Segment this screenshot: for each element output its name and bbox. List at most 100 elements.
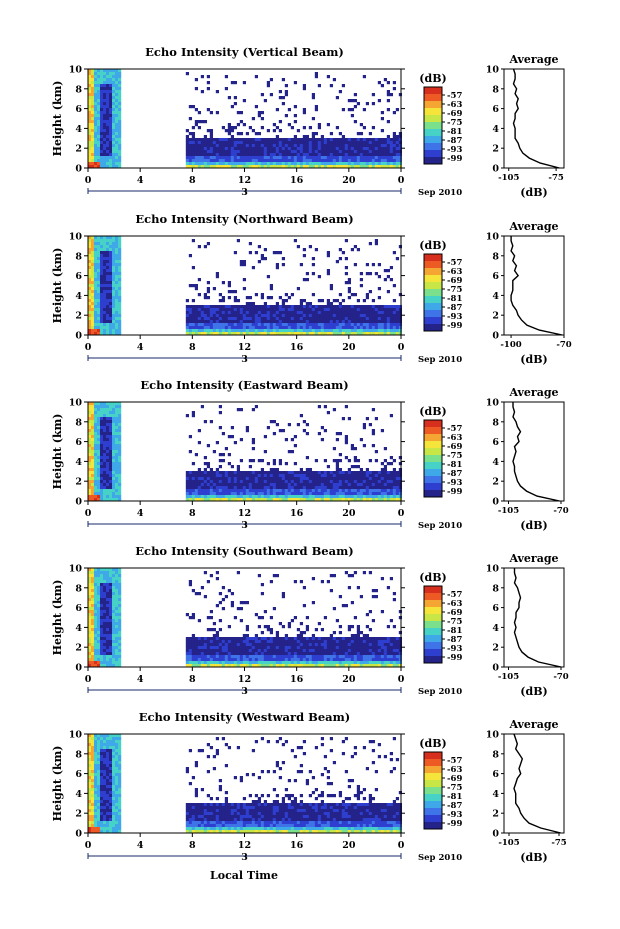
profile-y-tick-label: 2 bbox=[492, 477, 499, 488]
y-tick-label: 4 bbox=[75, 457, 82, 468]
heatmap-cells bbox=[88, 402, 403, 502]
profile-x-tick-label: -70 bbox=[553, 672, 568, 682]
profile-y-tick-label: 6 bbox=[492, 104, 499, 115]
colorbar-tick-label: -69 bbox=[447, 774, 462, 784]
colorbar-tick-label: -63 bbox=[447, 765, 462, 775]
x-tick-label: 0 bbox=[398, 840, 405, 851]
date-label: Sep 2010 bbox=[418, 853, 462, 863]
y-tick-label: 2 bbox=[75, 643, 82, 654]
colorbar-swatch bbox=[424, 815, 442, 823]
colorbar-frame bbox=[423, 751, 443, 830]
y-tick-label: 10 bbox=[69, 65, 83, 76]
y-tick-label: 0 bbox=[75, 164, 82, 175]
colorbar-tick-label: -93 bbox=[447, 478, 462, 488]
colorbar-swatch bbox=[424, 108, 442, 116]
colorbar-unit: (dB) bbox=[419, 737, 446, 750]
x-tick-label: 16 bbox=[290, 508, 304, 519]
y-tick-label: 0 bbox=[75, 829, 82, 840]
profile-line bbox=[513, 733, 561, 834]
y-tick-label: 10 bbox=[69, 730, 83, 741]
panel-3: Echo Intensity (Southward Beam) Height (k… bbox=[51, 544, 569, 698]
colorbar-tick-label: -81 bbox=[447, 127, 462, 137]
y-tick-label: 4 bbox=[75, 124, 82, 135]
profile-frame bbox=[503, 401, 565, 502]
y-tick-label: 0 bbox=[75, 663, 82, 674]
colorbar-swatch bbox=[424, 808, 442, 816]
colorbar-frame bbox=[423, 253, 443, 332]
x-tick-label: 0 bbox=[398, 508, 405, 519]
colorbar-tick-label: -93 bbox=[447, 145, 462, 155]
y-tick-label: 2 bbox=[75, 311, 82, 322]
colorbar-tick-label: -57 bbox=[447, 258, 462, 268]
x-tick-label: 0 bbox=[85, 508, 92, 519]
date-label: Sep 2010 bbox=[418, 355, 462, 365]
colorbar-swatch bbox=[424, 794, 442, 802]
colorbar-tick-label: -81 bbox=[447, 294, 462, 304]
colorbar-tick-label: -81 bbox=[447, 460, 462, 470]
y-tick-label: 8 bbox=[75, 251, 82, 262]
colorbar-swatch bbox=[424, 462, 442, 470]
y-tick-label: 6 bbox=[75, 603, 82, 614]
profile-x-label: (dB) bbox=[520, 519, 547, 532]
colorbar-unit: (dB) bbox=[419, 72, 446, 85]
profile-y-tick-label: 10 bbox=[486, 232, 500, 243]
profile-y-tick-label: 0 bbox=[492, 829, 499, 840]
colorbar-swatch bbox=[424, 822, 442, 830]
colorbar-tick-label: -93 bbox=[447, 644, 462, 654]
profile-x-label: (dB) bbox=[520, 186, 547, 199]
y-tick-label: 4 bbox=[75, 291, 82, 302]
colorbar-swatch bbox=[424, 122, 442, 130]
y-axis-label: Height (km) bbox=[51, 580, 64, 656]
x-tick-label: 0 bbox=[85, 674, 92, 685]
colorbar-tick-label: -81 bbox=[447, 792, 462, 802]
date-marker: 3 bbox=[241, 187, 248, 198]
profile-y-tick-label: 6 bbox=[492, 271, 499, 282]
colorbar-swatch bbox=[424, 441, 442, 449]
y-tick-label: 2 bbox=[75, 144, 82, 155]
y-tick-label: 10 bbox=[69, 398, 83, 409]
profile-y-tick-label: 8 bbox=[492, 583, 499, 594]
colorbar-tick-label: -57 bbox=[447, 91, 462, 101]
panel-title: Echo Intensity (Westward Beam) bbox=[139, 710, 350, 724]
x-tick-label: 8 bbox=[189, 840, 196, 851]
y-tick-label: 6 bbox=[75, 104, 82, 115]
colorbar-swatch bbox=[424, 621, 442, 629]
profile-x-tick-label: -100 bbox=[500, 340, 521, 350]
profile-x-tick-label: -70 bbox=[553, 506, 568, 516]
colorbar-swatch bbox=[424, 254, 442, 262]
colorbar-frame bbox=[423, 419, 443, 498]
profile-frame bbox=[503, 68, 565, 169]
colorbar-swatch bbox=[424, 310, 442, 318]
x-tick-label: 20 bbox=[342, 175, 356, 186]
panel-0: Echo Intensity (Vertical Beam) Height (km… bbox=[51, 45, 565, 199]
profile-y-tick-label: 0 bbox=[492, 164, 499, 175]
profile-title: Average bbox=[508, 552, 558, 565]
colorbar-unit: (dB) bbox=[419, 239, 446, 252]
colorbar-tick-label: -87 bbox=[447, 303, 462, 313]
colorbar-tick-label: -69 bbox=[447, 276, 462, 286]
date-marker: 3 bbox=[241, 852, 248, 863]
x-tick-label: 20 bbox=[342, 840, 356, 851]
colorbar-swatch bbox=[424, 427, 442, 435]
x-tick-label: 0 bbox=[85, 342, 92, 353]
x-tick-label: 8 bbox=[189, 175, 196, 186]
profile-y-tick-label: 0 bbox=[492, 663, 499, 674]
colorbar-tick-label: -81 bbox=[447, 626, 462, 636]
profile-y-tick-label: 8 bbox=[492, 251, 499, 262]
profile-y-tick-label: 10 bbox=[486, 730, 500, 741]
profile-y-tick-label: 10 bbox=[486, 398, 500, 409]
y-tick-label: 8 bbox=[75, 84, 82, 95]
x-tick-label: 4 bbox=[137, 508, 144, 519]
date-label: Sep 2010 bbox=[418, 188, 462, 198]
colorbar-swatch bbox=[424, 766, 442, 774]
panel-title: Echo Intensity (Southward Beam) bbox=[135, 544, 353, 558]
profile-frame bbox=[503, 235, 565, 336]
colorbar-swatch bbox=[424, 642, 442, 650]
profile-x-tick-label: -105 bbox=[498, 838, 519, 848]
colorbar-unit: (dB) bbox=[419, 405, 446, 418]
colorbar-tick-label: -93 bbox=[447, 312, 462, 322]
colorbar-swatch bbox=[424, 773, 442, 781]
y-axis-label: Height (km) bbox=[51, 248, 64, 324]
profile-y-tick-label: 2 bbox=[492, 311, 499, 322]
